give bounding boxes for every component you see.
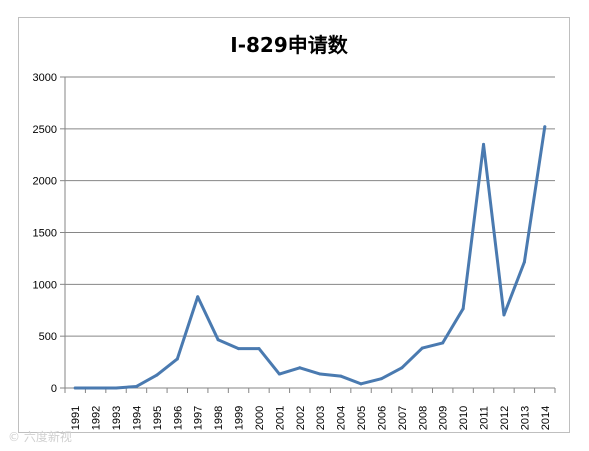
data-point — [298, 366, 302, 370]
data-point — [94, 386, 98, 390]
x-tick-label: 2001 — [274, 406, 286, 430]
axes — [64, 77, 555, 389]
data-point — [400, 366, 404, 370]
y-axis-ticks: 0 500 1000 1500 2000 2500 3000 — [33, 72, 65, 395]
x-tick-label: 1991 — [70, 406, 82, 430]
data-point — [277, 372, 281, 376]
x-tick-label: 1993 — [111, 406, 123, 430]
gridlines — [65, 76, 555, 337]
x-tick-label: 1999 — [234, 406, 246, 430]
x-tick-label: 1998 — [213, 406, 225, 430]
data-point — [543, 125, 547, 129]
x-tick-label: 2013 — [519, 406, 531, 430]
x-tick-label: 2012 — [499, 406, 511, 430]
data-point — [482, 142, 486, 146]
data-point — [155, 373, 159, 377]
data-point — [318, 372, 322, 376]
x-tick-label: 1997 — [193, 406, 205, 430]
x-tick-label: 2006 — [376, 406, 388, 430]
data-point — [196, 295, 200, 299]
x-tick-label: 2007 — [397, 406, 409, 430]
chart-frame: I-829申请数 0 500 1000 1500 2000 2500 3000 1991 19… — [18, 17, 570, 433]
y-tick-label: 1500 — [33, 228, 57, 240]
x-tick-label: 2004 — [336, 406, 348, 430]
data-point — [216, 338, 220, 342]
data-point — [441, 341, 445, 345]
x-tick-label: 1996 — [172, 406, 184, 430]
x-tick-label: 2011 — [479, 406, 491, 430]
x-tick-label: 1995 — [152, 406, 164, 430]
series-line — [73, 125, 547, 390]
data-point — [420, 346, 424, 350]
data-point — [134, 384, 138, 388]
data-point — [461, 307, 465, 311]
chart-title: I-829申请数 — [230, 33, 348, 57]
x-tick-label: 2002 — [295, 406, 307, 430]
y-tick-label: 2500 — [33, 124, 57, 136]
y-tick-label: 0 — [51, 383, 57, 395]
x-tick-label: 2000 — [254, 406, 266, 430]
x-tick-label: 2008 — [417, 406, 429, 430]
watermark-text: © 六度新视 — [8, 430, 72, 444]
x-tick-label: 2010 — [458, 406, 470, 430]
series-layer — [73, 125, 547, 390]
data-point — [73, 386, 77, 390]
x-axis-ticks: 1991 1992 1993 1994 1995 1996 1997 1998 1999 2000… — [64, 388, 556, 430]
x-tick-label: 2003 — [315, 406, 327, 430]
x-tick-label: 2014 — [540, 406, 552, 430]
data-point — [339, 374, 343, 378]
data-point — [114, 386, 118, 390]
x-tick-label: 1994 — [131, 406, 143, 430]
x-tick-label: 1992 — [91, 406, 103, 430]
y-tick-label: 500 — [39, 331, 57, 343]
data-point — [502, 313, 506, 317]
data-point — [522, 260, 526, 264]
data-point — [175, 357, 179, 361]
data-point — [257, 347, 261, 351]
data-point — [359, 382, 363, 386]
x-tick-label: 2005 — [356, 406, 368, 430]
y-tick-label: 1000 — [33, 279, 57, 291]
data-point — [237, 347, 241, 351]
y-tick-label: 2000 — [33, 176, 57, 188]
data-point — [379, 377, 383, 381]
x-tick-label: 2009 — [438, 406, 450, 430]
y-tick-label: 3000 — [33, 72, 57, 84]
